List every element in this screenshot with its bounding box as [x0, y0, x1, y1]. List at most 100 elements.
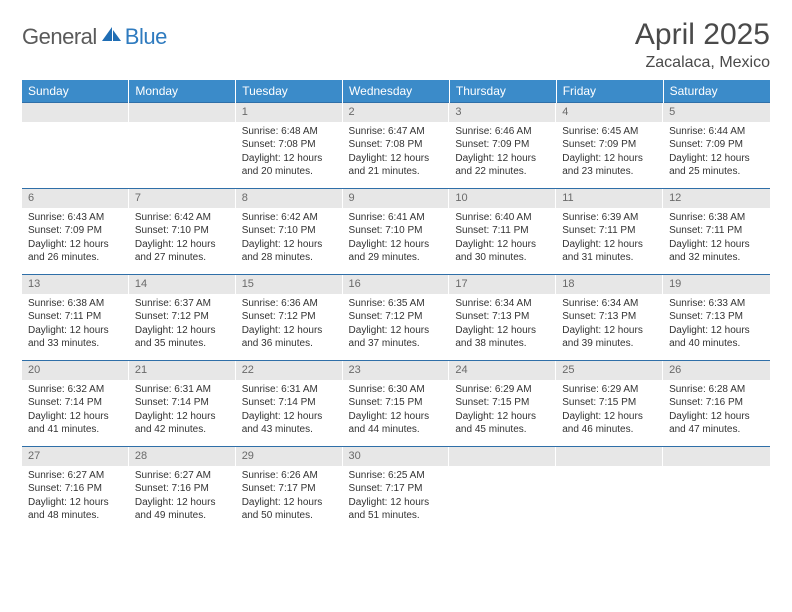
location: Zacalaca, Mexico	[635, 54, 770, 72]
daylight-text: Daylight: 12 hours and 26 minutes.	[28, 238, 123, 265]
day-body: Sunrise: 6:31 AMSunset: 7:14 PMDaylight:…	[236, 380, 343, 441]
day-body: Sunrise: 6:32 AMSunset: 7:14 PMDaylight:…	[22, 380, 129, 441]
calendar-day-cell: 7Sunrise: 6:42 AMSunset: 7:10 PMDaylight…	[129, 189, 236, 275]
calendar-day-cell: 2Sunrise: 6:47 AMSunset: 7:08 PMDaylight…	[343, 103, 450, 189]
day-body: Sunrise: 6:41 AMSunset: 7:10 PMDaylight:…	[343, 208, 450, 269]
sunset-text: Sunset: 7:09 PM	[562, 138, 657, 152]
calendar-week-row: 1Sunrise: 6:48 AMSunset: 7:08 PMDaylight…	[22, 103, 770, 189]
sunset-text: Sunset: 7:15 PM	[455, 396, 550, 410]
sunrise-text: Sunrise: 6:29 AM	[562, 383, 657, 397]
sunset-text: Sunset: 7:16 PM	[28, 482, 123, 496]
sunset-text: Sunset: 7:11 PM	[28, 310, 123, 324]
day-number	[556, 447, 663, 466]
sunrise-text: Sunrise: 6:31 AM	[135, 383, 230, 397]
sunset-text: Sunset: 7:16 PM	[669, 396, 764, 410]
sunrise-text: Sunrise: 6:29 AM	[455, 383, 550, 397]
daylight-text: Daylight: 12 hours and 49 minutes.	[135, 496, 230, 523]
day-number: 29	[236, 447, 343, 466]
col-monday: Monday	[129, 80, 236, 103]
calendar-day-cell: 12Sunrise: 6:38 AMSunset: 7:11 PMDayligh…	[663, 189, 770, 275]
day-body: Sunrise: 6:33 AMSunset: 7:13 PMDaylight:…	[663, 294, 770, 355]
header: General Blue April 2025 Zacalaca, Mexico	[22, 18, 770, 72]
day-body: Sunrise: 6:30 AMSunset: 7:15 PMDaylight:…	[343, 380, 450, 441]
day-number	[129, 103, 236, 122]
col-saturday: Saturday	[663, 80, 770, 103]
sunrise-text: Sunrise: 6:33 AM	[669, 297, 764, 311]
daylight-text: Daylight: 12 hours and 47 minutes.	[669, 410, 764, 437]
day-body: Sunrise: 6:28 AMSunset: 7:16 PMDaylight:…	[663, 380, 770, 441]
day-body: Sunrise: 6:25 AMSunset: 7:17 PMDaylight:…	[343, 466, 450, 527]
sunset-text: Sunset: 7:15 PM	[349, 396, 444, 410]
sunset-text: Sunset: 7:10 PM	[242, 224, 337, 238]
daylight-text: Daylight: 12 hours and 32 minutes.	[669, 238, 764, 265]
logo-sail-icon	[101, 26, 123, 49]
sunset-text: Sunset: 7:14 PM	[135, 396, 230, 410]
sunrise-text: Sunrise: 6:44 AM	[669, 125, 764, 139]
calendar-day-cell	[663, 447, 770, 533]
sunset-text: Sunset: 7:16 PM	[135, 482, 230, 496]
daylight-text: Daylight: 12 hours and 27 minutes.	[135, 238, 230, 265]
day-body: Sunrise: 6:45 AMSunset: 7:09 PMDaylight:…	[556, 122, 663, 183]
calendar-week-row: 13 Sunrise: 6:38 AMSunset: 7:11 PM Dayligh…	[22, 275, 770, 361]
calendar-day-cell: 4Sunrise: 6:45 AMSunset: 7:09 PMDaylight…	[556, 103, 663, 189]
day-body: Sunrise: 6:38 AMSunset: 7:11 PMDaylight:…	[663, 208, 770, 269]
daylight-text: Daylight: 12 hours and 21 minutes.	[349, 152, 444, 179]
sunrise-text: Sunrise: 6:46 AM	[455, 125, 550, 139]
day-number: 9	[343, 189, 450, 208]
sunset-text: Sunset: 7:15 PM	[562, 396, 657, 410]
calendar-week-row: 20Sunrise: 6:32 AMSunset: 7:14 PMDayligh…	[22, 361, 770, 447]
daylight-text: Daylight: 12 hours and 20 minutes.	[242, 152, 337, 179]
day-number: 2	[343, 103, 450, 122]
day-number	[449, 447, 556, 466]
daylight-text: Daylight: 12 hours and 46 minutes.	[562, 410, 657, 437]
daylight-text: Daylight: 12 hours and 38 minutes.	[455, 324, 550, 351]
sunrise-text: Sunrise: 6:34 AM	[455, 297, 550, 311]
sunrise-text: Sunrise: 6:32 AM	[28, 383, 123, 397]
day-number: 6	[22, 189, 129, 208]
sunset-text: Sunset: 7:11 PM	[562, 224, 657, 238]
calendar-day-cell: 18Sunrise: 6:34 AMSunset: 7:13 PMDayligh…	[556, 275, 663, 361]
day-body: Sunrise: 6:39 AMSunset: 7:11 PMDaylight:…	[556, 208, 663, 269]
daylight-text: Daylight: 12 hours and 31 minutes.	[562, 238, 657, 265]
sunrise-text: Sunrise: 6:41 AM	[349, 211, 444, 225]
calendar-day-cell: 11Sunrise: 6:39 AMSunset: 7:11 PMDayligh…	[556, 189, 663, 275]
day-number: 7	[129, 189, 236, 208]
sunrise-text: Sunrise: 6:26 AM	[242, 469, 337, 483]
calendar-day-cell: 29Sunrise: 6:26 AMSunset: 7:17 PMDayligh…	[236, 447, 343, 533]
calendar-day-cell	[129, 103, 236, 189]
day-body: Sunrise: 6:27 AMSunset: 7:16 PMDaylight:…	[129, 466, 236, 527]
day-number: 13	[22, 275, 129, 294]
sunset-text: Sunset: 7:09 PM	[28, 224, 123, 238]
sunset-text: Sunset: 7:12 PM	[242, 310, 337, 324]
day-number: 15	[236, 275, 343, 294]
day-body: Sunrise: 6:35 AMSunset: 7:12 PMDaylight:…	[343, 294, 450, 355]
day-number	[22, 103, 129, 122]
day-body: Sunrise: 6:29 AMSunset: 7:15 PMDaylight:…	[449, 380, 556, 441]
calendar-header-row: Sunday Monday Tuesday Wednesday Thursday…	[22, 80, 770, 103]
day-number: 30	[343, 447, 450, 466]
day-body: Sunrise: 6:36 AMSunset: 7:12 PMDaylight:…	[236, 294, 343, 355]
title-block: April 2025 Zacalaca, Mexico	[635, 18, 770, 72]
daylight-text: Daylight: 12 hours and 44 minutes.	[349, 410, 444, 437]
daylight-text: Daylight: 12 hours and 30 minutes.	[455, 238, 550, 265]
sunrise-text: Sunrise: 6:38 AM	[28, 297, 123, 311]
day-number: 21	[129, 361, 236, 380]
day-number: 8	[236, 189, 343, 208]
sunrise-text: Sunrise: 6:48 AM	[242, 125, 337, 139]
daylight-text: Daylight: 12 hours and 39 minutes.	[562, 324, 657, 351]
sunrise-text: Sunrise: 6:27 AM	[135, 469, 230, 483]
calendar-day-cell: 23Sunrise: 6:30 AMSunset: 7:15 PMDayligh…	[343, 361, 450, 447]
col-tuesday: Tuesday	[236, 80, 343, 103]
day-number: 4	[556, 103, 663, 122]
day-body: Sunrise: 6:26 AMSunset: 7:17 PMDaylight:…	[236, 466, 343, 527]
daylight-text: Daylight: 12 hours and 40 minutes.	[669, 324, 764, 351]
sunset-text: Sunset: 7:13 PM	[562, 310, 657, 324]
calendar-day-cell	[22, 103, 129, 189]
sunrise-text: Sunrise: 6:25 AM	[349, 469, 444, 483]
calendar-day-cell: 28Sunrise: 6:27 AMSunset: 7:16 PMDayligh…	[129, 447, 236, 533]
calendar-day-cell: 8Sunrise: 6:42 AMSunset: 7:10 PMDaylight…	[236, 189, 343, 275]
day-body: Sunrise: 6:46 AMSunset: 7:09 PMDaylight:…	[449, 122, 556, 183]
col-wednesday: Wednesday	[343, 80, 450, 103]
sunrise-text: Sunrise: 6:47 AM	[349, 125, 444, 139]
day-number: 23	[343, 361, 450, 380]
